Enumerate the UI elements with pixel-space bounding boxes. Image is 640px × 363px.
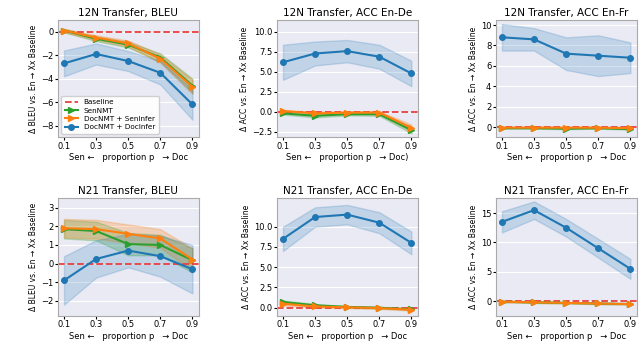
X-axis label: Sen ←   proportion p   → Doc): Sen ← proportion p → Doc) (286, 153, 408, 162)
Title: N21 Transfer, BLEU: N21 Transfer, BLEU (78, 186, 178, 196)
X-axis label: Sen ←   proportion p   → Doc: Sen ← proportion p → Doc (68, 332, 188, 341)
Legend: Baseline, SenNMT, DocNMT + SenInfer, DocNMT + DocInfer: Baseline, SenNMT, DocNMT + SenInfer, Doc… (61, 96, 159, 134)
Y-axis label: Δ ACC vs. En → Xx Baseline: Δ ACC vs. En → Xx Baseline (243, 205, 252, 309)
Y-axis label: Δ BLEU vs. En → Xx Baseline: Δ BLEU vs. En → Xx Baseline (29, 25, 38, 133)
X-axis label: Sen ←   proportion p   → Doc: Sen ← proportion p → Doc (507, 153, 626, 162)
Title: N21 Transfer, ACC En-Fr: N21 Transfer, ACC En-Fr (504, 186, 628, 196)
Title: N21 Transfer, ACC En-De: N21 Transfer, ACC En-De (283, 186, 412, 196)
Title: 12N Transfer, ACC En-Fr: 12N Transfer, ACC En-Fr (504, 8, 628, 18)
Y-axis label: Δ ACC vs. En → Xx Baseline: Δ ACC vs. En → Xx Baseline (469, 205, 478, 309)
X-axis label: Sen ←   proportion p   → Doc: Sen ← proportion p → Doc (68, 153, 188, 162)
X-axis label: Sen ←   proportion p   → Doc: Sen ← proportion p → Doc (507, 332, 626, 341)
X-axis label: Sen ←   proportion p   → Doc: Sen ← proportion p → Doc (287, 332, 407, 341)
Y-axis label: Δ ACC vs. En → Xx Baseline: Δ ACC vs. En → Xx Baseline (241, 26, 250, 131)
Title: 12N Transfer, ACC En-De: 12N Transfer, ACC En-De (283, 8, 412, 18)
Y-axis label: Δ ACC vs. En → Xx Baseline: Δ ACC vs. En → Xx Baseline (469, 26, 478, 131)
Title: 12N Transfer, BLEU: 12N Transfer, BLEU (78, 8, 178, 18)
Y-axis label: Δ BLEU vs. En → Xx Baseline: Δ BLEU vs. En → Xx Baseline (29, 203, 38, 311)
